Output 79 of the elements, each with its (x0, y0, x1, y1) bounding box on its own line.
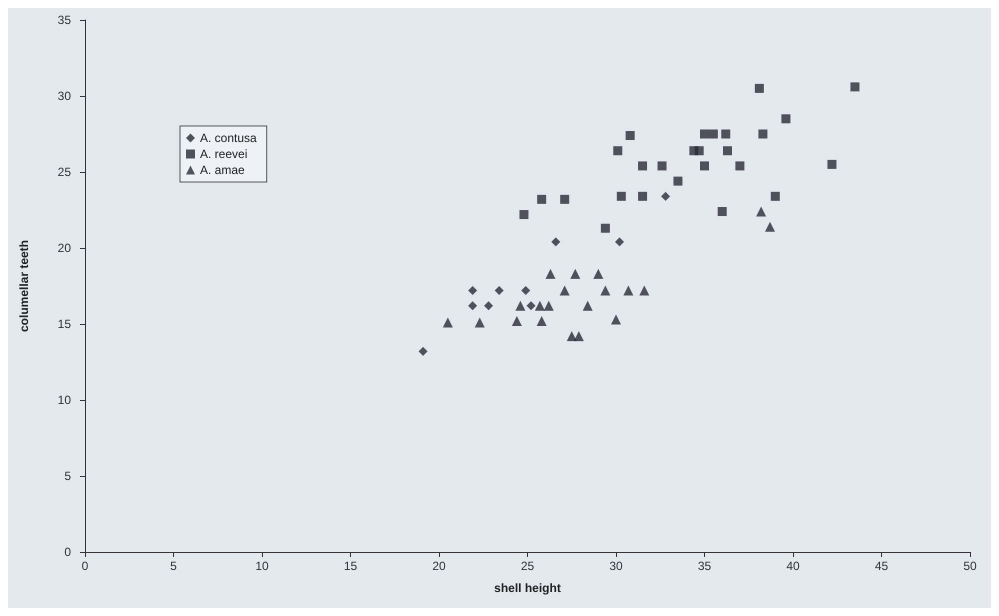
y-tick-label: 30 (58, 89, 72, 103)
point (758, 130, 768, 138)
point (616, 192, 626, 201)
point (418, 346, 428, 356)
point (560, 194, 570, 204)
point (468, 286, 478, 296)
point (512, 316, 522, 326)
point (694, 146, 704, 156)
point (700, 130, 709, 138)
point (850, 82, 860, 92)
point (735, 161, 744, 170)
y-tick-label: 35 (58, 13, 72, 27)
point (638, 161, 648, 170)
point (474, 317, 485, 328)
x-tick-label: 40 (786, 559, 800, 573)
point (544, 300, 554, 311)
point (639, 286, 650, 296)
point (661, 192, 670, 201)
point (600, 224, 610, 233)
point (770, 192, 780, 201)
legend-label: A. contusa (200, 131, 258, 145)
point (827, 160, 836, 169)
point (600, 286, 610, 296)
point (537, 194, 546, 204)
point (723, 146, 732, 156)
point (484, 301, 494, 310)
point (626, 131, 635, 140)
y-tick-label: 25 (58, 165, 72, 179)
x-tick-label: 45 (874, 559, 888, 573)
point (468, 301, 478, 310)
point (494, 286, 504, 296)
point (638, 192, 648, 201)
x-tick-label: 30 (609, 559, 623, 573)
point (551, 237, 560, 246)
point (521, 286, 530, 296)
x-axis-title: shell height (494, 581, 561, 595)
legend-label: A. reevei (200, 147, 248, 161)
point (615, 237, 624, 246)
point (673, 176, 682, 186)
point (764, 222, 775, 232)
point (560, 286, 570, 296)
point (566, 331, 577, 342)
x-tick-label: 25 (520, 559, 534, 573)
y-tick-label: 15 (58, 317, 72, 331)
point (756, 206, 766, 217)
point (593, 268, 604, 279)
y-tick-label: 0 (64, 545, 72, 559)
point (623, 286, 634, 296)
point (613, 146, 622, 156)
x-tick-label: 35 (698, 559, 712, 573)
x-tick-label: 10 (255, 559, 269, 573)
point (708, 130, 718, 138)
point (721, 130, 730, 138)
point (582, 300, 593, 311)
point (658, 161, 667, 170)
point (718, 207, 727, 216)
x-tick-label: 20 (432, 559, 446, 573)
y-axis-title: columellar teeth (17, 240, 31, 332)
point (546, 268, 556, 279)
point (611, 314, 621, 324)
point (534, 300, 545, 311)
point (442, 317, 453, 328)
y-tick-label: 10 (58, 393, 72, 407)
point (781, 114, 790, 124)
x-tick-label: 15 (344, 559, 358, 573)
x-tick-label: 5 (170, 559, 178, 573)
y-tick-label: 20 (58, 241, 72, 255)
x-tick-label: 50 (963, 559, 977, 573)
legend-label: A. amae (200, 163, 246, 177)
x-tick-label: 0 (82, 559, 89, 573)
point (515, 300, 526, 311)
point (570, 268, 580, 279)
y-tick-label: 5 (64, 469, 72, 483)
point (519, 210, 528, 220)
point (700, 161, 709, 170)
point (574, 331, 584, 342)
point (754, 84, 764, 93)
point (526, 301, 536, 310)
point (536, 316, 547, 326)
